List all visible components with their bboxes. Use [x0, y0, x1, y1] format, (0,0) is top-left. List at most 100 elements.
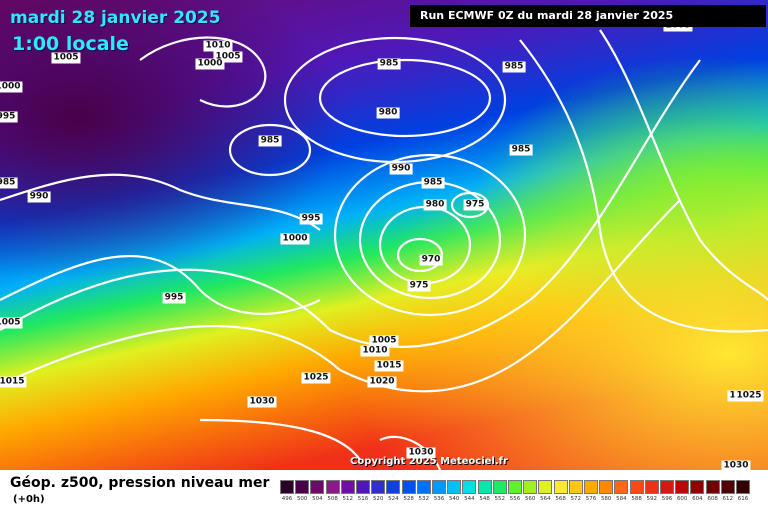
- legend-tick-label: 540: [448, 496, 460, 502]
- isobar-label: 1010: [360, 345, 390, 357]
- legend-swatch: [371, 480, 386, 494]
- isobar-label: 985: [421, 177, 445, 189]
- run-info: Run ECMWF 0Z du mardi 28 janvier 2025: [410, 5, 766, 27]
- isobar-label: 985: [509, 144, 533, 156]
- legend-tick-label: 504: [312, 496, 323, 502]
- isobar-label: 995: [299, 213, 323, 225]
- legend-swatch: [599, 480, 614, 494]
- legend-swatch: [477, 480, 492, 494]
- legend-tick-label: 532: [418, 496, 430, 502]
- legend-swatch: [492, 480, 507, 494]
- isobar-label: 980: [376, 107, 400, 119]
- weather-map: [0, 0, 768, 470]
- isobar-label: 1000: [195, 58, 225, 70]
- legend-swatch: [401, 480, 416, 494]
- isobar-label: 990: [27, 191, 51, 203]
- map-date: mardi 28 janvier 2025: [10, 8, 221, 28]
- legend-swatch: [553, 480, 568, 494]
- legend-tick-label: 596: [661, 496, 673, 502]
- isobar-label: 985: [502, 61, 526, 73]
- legend-tick-label: 516: [357, 496, 369, 502]
- legend-swatch: [675, 480, 690, 494]
- legend-tick-label: 496: [281, 496, 293, 502]
- legend-tick-label: 544: [464, 496, 475, 502]
- legend-tick-label: 524: [388, 496, 399, 502]
- isobar-label: 980: [423, 199, 447, 211]
- legend-tick-label: 576: [585, 496, 597, 502]
- legend-swatch: [614, 480, 629, 494]
- legend-tick-label: 592: [646, 496, 658, 502]
- isobar-label: 985: [258, 135, 282, 147]
- isobar-label: 1015: [0, 376, 27, 388]
- legend-swatch: [568, 480, 583, 494]
- legend-tick-label: 528: [403, 496, 414, 502]
- legend-tick-label: 556: [509, 496, 521, 502]
- legend-tick-label: 536: [433, 496, 445, 502]
- legend-swatch: [447, 480, 462, 494]
- isobar-label: 1020: [367, 376, 397, 388]
- legend-tick-label: 500: [296, 496, 308, 502]
- legend-swatch: [325, 480, 340, 494]
- isobar-label: 970: [419, 254, 443, 266]
- legend-tick-label: 572: [570, 496, 582, 502]
- legend-tick-label: 560: [524, 496, 536, 502]
- legend-swatch: [523, 480, 538, 494]
- footer-subtitle: (+0h): [13, 494, 45, 505]
- legend-tick-label: 548: [479, 496, 490, 502]
- isobar-label: 995: [162, 292, 186, 304]
- isobar-label: 975: [463, 199, 487, 211]
- isobar-label: 1030: [406, 447, 436, 459]
- legend-swatch: [416, 480, 431, 494]
- legend-tick-label: 584: [616, 496, 627, 502]
- legend-tick-label: 588: [631, 496, 642, 502]
- legend-swatch: [736, 480, 750, 494]
- legend-tick-label: 564: [540, 496, 551, 502]
- legend-swatch: [310, 480, 325, 494]
- isobar-label: 1000: [280, 233, 310, 245]
- isobar-label: 1025: [301, 372, 331, 384]
- legend-tick-label: 608: [707, 496, 718, 502]
- legend-tick-label: 552: [494, 496, 506, 502]
- legend-tick-label: 568: [555, 496, 566, 502]
- legend-swatch: [508, 480, 522, 494]
- legend-tick-label: 580: [600, 496, 612, 502]
- legend-tick-label: 512: [342, 496, 354, 502]
- legend-swatch: [720, 480, 735, 494]
- legend-swatch: [705, 480, 720, 494]
- legend-tick-label: 520: [372, 496, 384, 502]
- legend-tick-label: 616: [737, 496, 749, 502]
- legend-swatch: [340, 480, 355, 494]
- legend-swatch: [295, 480, 310, 494]
- legend-tick-label: 604: [692, 496, 703, 502]
- legend-swatch: [432, 480, 446, 494]
- legend-tick-label: 508: [327, 496, 338, 502]
- isobar-label: 975: [407, 280, 431, 292]
- isobar-label: 1000: [0, 81, 23, 93]
- legend-swatch: [356, 480, 370, 494]
- legend-swatch: [584, 480, 598, 494]
- isobar-label: 985: [377, 58, 401, 70]
- isobar-label: 1015: [374, 360, 404, 372]
- isobar-label: 1005: [369, 335, 399, 347]
- legend-swatch: [644, 480, 659, 494]
- isobar-label: 985: [0, 177, 18, 189]
- isobar-label: 1030: [721, 460, 751, 472]
- legend-swatch: [660, 480, 674, 494]
- legend-tick-label: 612: [722, 496, 734, 502]
- isobar-label: 1030: [247, 396, 277, 408]
- isobar-label: 1005: [213, 51, 243, 63]
- legend-swatch: [280, 480, 294, 494]
- map-time: 1:00 locale: [12, 33, 129, 55]
- legend-swatch: [386, 480, 401, 494]
- color-legend: 496 500 504 508 512 516 520 524 528 532 536 540 544 5…: [280, 480, 768, 510]
- isobar-label: 1025: [734, 390, 764, 402]
- isobar-label: 995: [0, 111, 18, 123]
- isobar-label: 1010: [203, 40, 233, 52]
- copyright: Copyright 2025 Meteociel.fr: [350, 456, 508, 467]
- legend-swatch: [629, 480, 644, 494]
- legend-swatch: [538, 480, 553, 494]
- isobar-label: 990: [389, 163, 413, 175]
- legend-swatch: [690, 480, 705, 494]
- isobar-label: 1005: [0, 317, 23, 329]
